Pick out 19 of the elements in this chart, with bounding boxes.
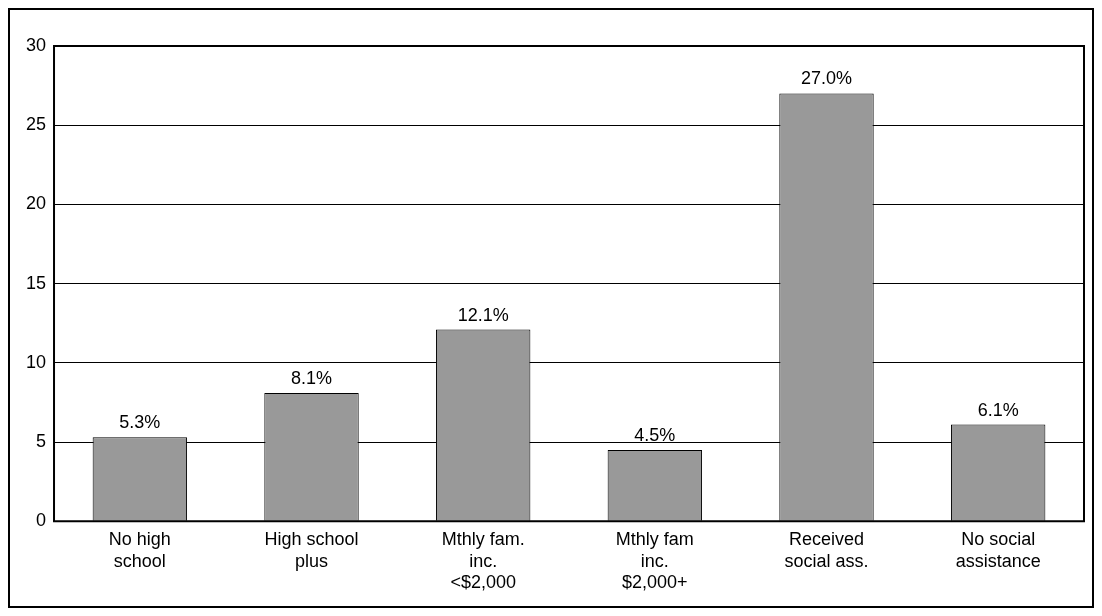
y-tick-label: 15 xyxy=(25,272,47,293)
x-tick-label: No high school xyxy=(108,528,171,571)
x-tick-label: No social assistance xyxy=(955,528,1041,571)
y-tick-label: 25 xyxy=(25,114,47,135)
y-tick-label: 30 xyxy=(25,34,47,55)
data-label: 8.1% xyxy=(291,367,333,388)
x-tick-label: Mthly fam inc. $2,000+ xyxy=(615,528,694,593)
x-tick-label: High school plus xyxy=(264,528,359,571)
x-tick-label: Mthly fam. inc. <$2,000 xyxy=(441,528,525,593)
y-tick-label: 0 xyxy=(36,510,47,531)
data-label: 6.1% xyxy=(977,399,1019,420)
data-label: 12.1% xyxy=(457,304,509,325)
y-tick-label: 10 xyxy=(25,351,47,372)
x-tick-label: Received social ass. xyxy=(784,528,869,571)
y-tick-label: 5 xyxy=(36,430,47,451)
data-label: 4.5% xyxy=(634,424,676,445)
data-label: 27.0% xyxy=(800,68,853,89)
y-tick-label: 20 xyxy=(25,193,47,214)
data-label: 5.3% xyxy=(119,412,161,433)
